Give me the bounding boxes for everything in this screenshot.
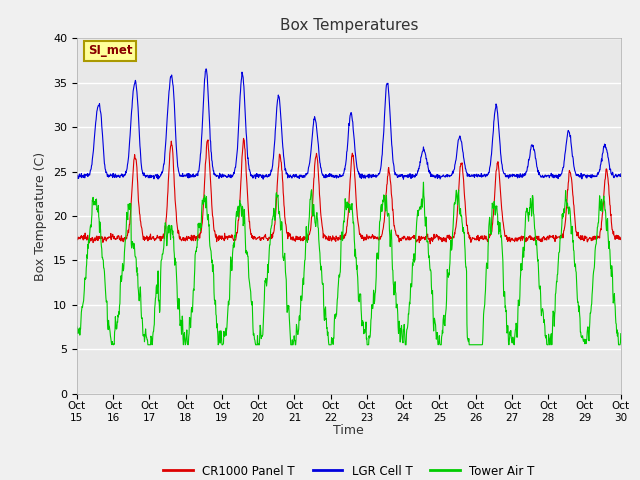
- CR1000 Panel T: [255, 234, 263, 240]
- LGR Cell T: [180, 173, 188, 179]
- LGR Cell T: [399, 176, 407, 182]
- Text: SI_met: SI_met: [88, 44, 132, 58]
- CR1000 Panel T: [73, 236, 81, 241]
- LGR Cell T: [617, 171, 625, 177]
- Line: Tower Air T: Tower Air T: [77, 182, 621, 345]
- LGR Cell T: [194, 173, 202, 179]
- Tower Air T: [617, 331, 625, 336]
- Tower Air T: [181, 339, 189, 345]
- LGR Cell T: [434, 172, 442, 178]
- CR1000 Panel T: [180, 237, 188, 243]
- Tower Air T: [420, 180, 428, 185]
- LGR Cell T: [255, 171, 263, 177]
- CR1000 Panel T: [426, 241, 434, 247]
- Line: LGR Cell T: LGR Cell T: [77, 69, 621, 179]
- Tower Air T: [255, 342, 263, 348]
- Y-axis label: Box Temperature (C): Box Temperature (C): [35, 151, 47, 281]
- Tower Air T: [553, 279, 561, 285]
- Legend: CR1000 Panel T, LGR Cell T, Tower Air T: CR1000 Panel T, LGR Cell T, Tower Air T: [159, 460, 539, 480]
- X-axis label: Time: Time: [333, 424, 364, 437]
- CR1000 Panel T: [194, 233, 202, 239]
- Title: Box Temperatures: Box Temperatures: [280, 18, 418, 33]
- Line: CR1000 Panel T: CR1000 Panel T: [77, 138, 621, 244]
- LGR Cell T: [73, 175, 81, 180]
- Tower Air T: [505, 342, 513, 348]
- CR1000 Panel T: [553, 234, 561, 240]
- Tower Air T: [434, 340, 442, 346]
- LGR Cell T: [505, 175, 513, 180]
- CR1000 Panel T: [239, 135, 247, 141]
- LGR Cell T: [553, 175, 561, 180]
- Tower Air T: [73, 324, 81, 329]
- Tower Air T: [195, 221, 202, 227]
- Tower Air T: [109, 342, 117, 348]
- CR1000 Panel T: [617, 235, 625, 241]
- CR1000 Panel T: [505, 235, 513, 240]
- CR1000 Panel T: [434, 234, 442, 240]
- LGR Cell T: [202, 66, 210, 72]
